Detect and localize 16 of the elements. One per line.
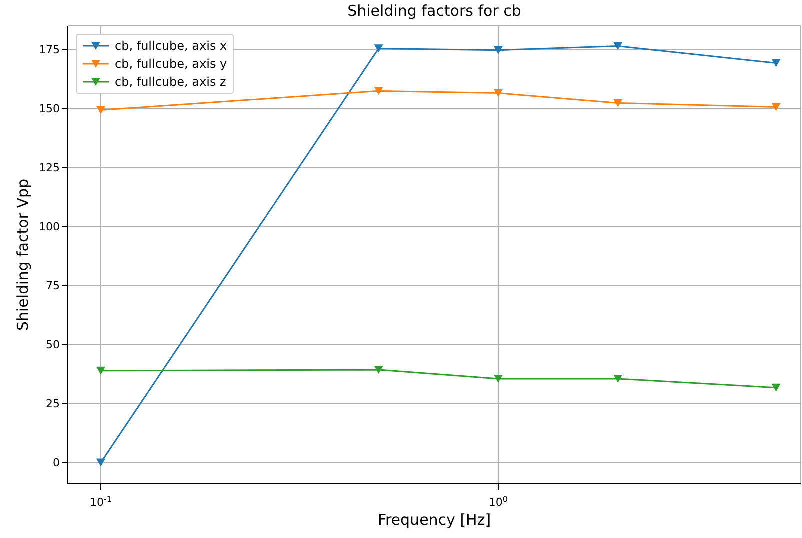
legend-label: cb, fullcube, axis z (115, 75, 226, 89)
x-tick-label: 10$^{0}$ (488, 494, 508, 509)
y-tick-label: 125 (39, 162, 60, 175)
y-tick-label: 150 (39, 102, 60, 116)
y-tick-label: 75 (46, 280, 60, 293)
x-tick-label: 10$^{-1}$ (90, 494, 112, 509)
y-axis-title: Shielding factor Vpp (14, 178, 32, 332)
legend-label: cb, fullcube, axis x (115, 39, 228, 53)
y-tick-label: 25 (46, 398, 60, 411)
y-tick-label: 50 (46, 338, 60, 352)
legend-label: cb, fullcube, axis y (115, 57, 228, 71)
chart-title: Shielding factors for cb (346, 2, 522, 20)
y-tick-label: 100 (39, 220, 60, 234)
x-axis-title: Frequency [Hz] (376, 511, 492, 529)
y-tick-label: 175 (39, 44, 60, 57)
y-tick-label: 0 (53, 456, 60, 470)
